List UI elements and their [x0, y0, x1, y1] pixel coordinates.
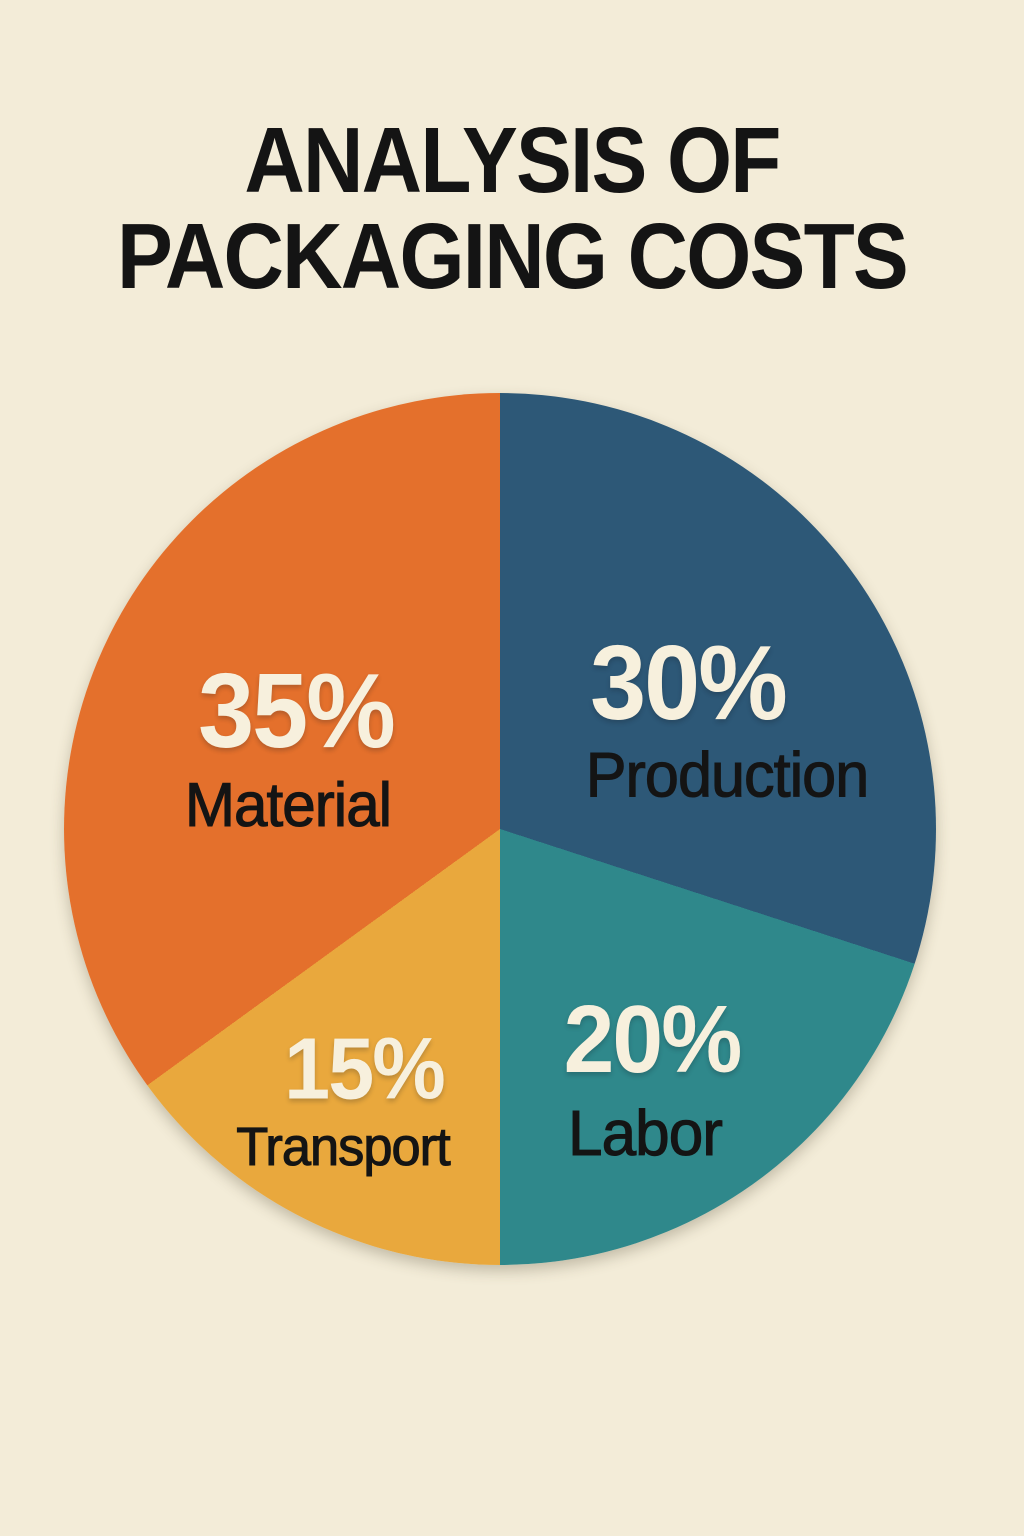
- slice-label-material: Material: [184, 771, 392, 840]
- slice-label-transport: Transport: [236, 1117, 452, 1177]
- slice-value-transport: 15%: [284, 1020, 446, 1118]
- pie-chart: [64, 393, 936, 1265]
- chart-title-line-2: PACKAGING COSTS: [117, 204, 909, 308]
- chart-title-line-1: ANALYSIS OF: [244, 108, 781, 212]
- slice-value-production: 30%: [590, 624, 788, 742]
- slice-label-labor: Labor: [568, 1097, 724, 1169]
- slice-value-labor: 20%: [563, 986, 743, 1093]
- slice-label-production: Production: [585, 740, 870, 811]
- slice-value-material: 35%: [198, 652, 396, 770]
- chart-title: ANALYSIS OF PACKAGING COSTS: [51, 112, 973, 304]
